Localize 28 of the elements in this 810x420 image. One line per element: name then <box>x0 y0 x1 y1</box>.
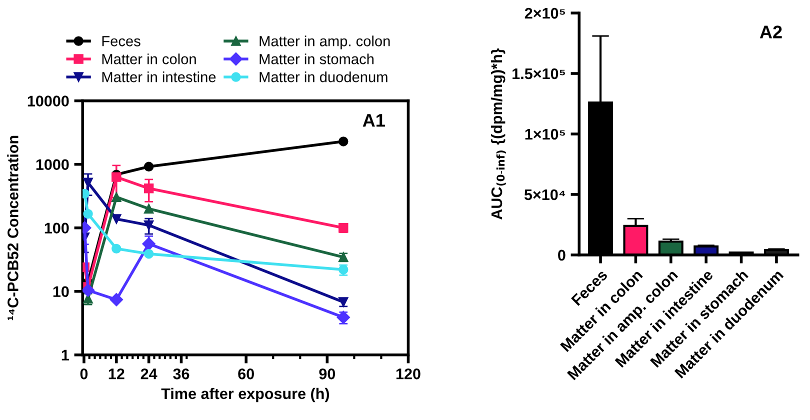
y-tick-label: 2×10⁵ <box>524 8 566 19</box>
annotation: A1 <box>362 114 385 127</box>
y-tick-label: 1×10⁵ <box>525 128 566 140</box>
y-tick-label: 1000 <box>36 159 69 170</box>
legend-label: Matter in stomach <box>260 54 374 64</box>
x-tick-label: 24 <box>140 368 158 380</box>
x-tick-label: 60 <box>238 368 254 380</box>
legend-label: Matter in intestine <box>102 72 216 82</box>
legend-label: Matter in duodenum <box>260 72 388 82</box>
legend-label: Matter in amp. colon <box>260 36 390 50</box>
y-tick-label: 5×10⁴ <box>524 189 566 200</box>
y-tick-label: 0 <box>558 250 566 261</box>
y-tick-label: 10 <box>53 286 69 298</box>
x-tick-label: 0 <box>80 368 88 380</box>
y-axis-title: ¹⁴C-PCB52 Concentration <box>7 136 18 320</box>
x-tick-label: 90 <box>319 368 336 380</box>
legend-label: Matter in colon <box>102 54 196 64</box>
y-axis-title: AUC$_{(0-inf)}$ {(dpm/mg)*h} <box>490 48 506 220</box>
x-tick-label: 12 <box>108 368 124 380</box>
y-tick-label: 1.5×10⁵ <box>512 68 566 80</box>
y-tick-label: 100 <box>44 222 69 234</box>
annotation: A2 <box>760 26 782 38</box>
legend-label: Feces <box>102 36 140 46</box>
y-tick-label: 10000 <box>28 96 69 106</box>
x-axis-title: Time after exposure (h) <box>161 388 330 402</box>
x-tick-label: 120 <box>396 368 420 380</box>
y-tick-label: 1 <box>62 350 69 360</box>
x-tick-label: 36 <box>173 368 190 380</box>
